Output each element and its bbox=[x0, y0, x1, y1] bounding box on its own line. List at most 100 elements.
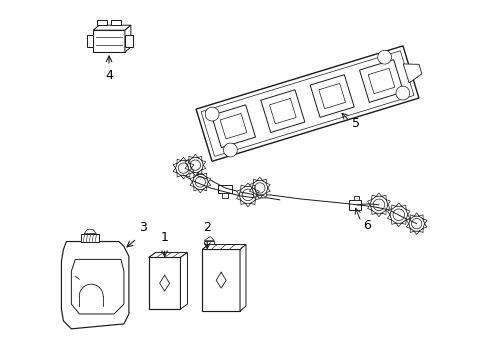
Polygon shape bbox=[194, 186, 198, 191]
Polygon shape bbox=[198, 171, 203, 175]
Polygon shape bbox=[223, 143, 237, 157]
Polygon shape bbox=[189, 177, 194, 182]
Polygon shape bbox=[391, 205, 395, 210]
Polygon shape bbox=[375, 193, 381, 196]
Text: 4: 4 bbox=[105, 69, 113, 82]
Polygon shape bbox=[198, 189, 203, 193]
Polygon shape bbox=[413, 213, 418, 216]
Polygon shape bbox=[240, 200, 244, 204]
Polygon shape bbox=[375, 213, 381, 217]
Polygon shape bbox=[244, 183, 250, 186]
Polygon shape bbox=[367, 199, 371, 205]
Polygon shape bbox=[269, 98, 296, 124]
Polygon shape bbox=[173, 163, 177, 168]
Polygon shape bbox=[403, 64, 421, 83]
Polygon shape bbox=[220, 113, 246, 139]
Polygon shape bbox=[84, 230, 96, 234]
Polygon shape bbox=[189, 163, 193, 168]
Polygon shape bbox=[111, 20, 121, 25]
Polygon shape bbox=[189, 182, 194, 186]
Polygon shape bbox=[409, 215, 413, 219]
Polygon shape bbox=[249, 188, 253, 193]
Polygon shape bbox=[202, 165, 205, 170]
Polygon shape bbox=[250, 200, 255, 204]
Polygon shape bbox=[189, 168, 193, 173]
Polygon shape bbox=[253, 179, 257, 183]
Polygon shape bbox=[409, 228, 413, 233]
Polygon shape bbox=[177, 159, 181, 163]
Text: 3: 3 bbox=[139, 221, 146, 234]
Polygon shape bbox=[422, 219, 426, 224]
Polygon shape bbox=[226, 146, 234, 154]
Polygon shape bbox=[401, 220, 405, 224]
Polygon shape bbox=[193, 173, 198, 176]
Polygon shape bbox=[177, 173, 181, 177]
Text: 5: 5 bbox=[351, 117, 360, 130]
Polygon shape bbox=[381, 195, 386, 199]
Polygon shape bbox=[180, 252, 187, 309]
Polygon shape bbox=[93, 25, 131, 30]
Polygon shape bbox=[422, 224, 426, 228]
Polygon shape bbox=[71, 260, 123, 314]
Polygon shape bbox=[184, 165, 188, 170]
Polygon shape bbox=[193, 154, 198, 158]
Polygon shape bbox=[380, 53, 388, 61]
Text: 1: 1 bbox=[161, 230, 168, 243]
Polygon shape bbox=[405, 210, 409, 215]
Polygon shape bbox=[194, 173, 198, 177]
Polygon shape bbox=[262, 179, 266, 183]
Polygon shape bbox=[395, 203, 401, 206]
Polygon shape bbox=[395, 223, 401, 227]
Polygon shape bbox=[198, 156, 202, 161]
Polygon shape bbox=[318, 84, 345, 109]
Polygon shape bbox=[348, 200, 360, 210]
Polygon shape bbox=[367, 205, 371, 210]
Polygon shape bbox=[257, 195, 262, 199]
Polygon shape bbox=[198, 170, 202, 174]
Polygon shape bbox=[262, 193, 266, 197]
Polygon shape bbox=[204, 237, 214, 240]
Polygon shape bbox=[188, 156, 193, 161]
Polygon shape bbox=[249, 183, 253, 188]
Polygon shape bbox=[418, 228, 422, 233]
Polygon shape bbox=[236, 190, 240, 195]
Polygon shape bbox=[173, 168, 177, 173]
Polygon shape bbox=[203, 186, 206, 191]
Polygon shape bbox=[418, 215, 422, 219]
Polygon shape bbox=[401, 205, 405, 210]
Polygon shape bbox=[181, 176, 185, 179]
Polygon shape bbox=[185, 159, 189, 163]
Polygon shape bbox=[202, 161, 205, 165]
Text: 2: 2 bbox=[203, 221, 211, 234]
Polygon shape bbox=[386, 199, 389, 205]
Polygon shape bbox=[124, 35, 133, 47]
Polygon shape bbox=[244, 203, 250, 207]
Polygon shape bbox=[218, 185, 232, 193]
Polygon shape bbox=[386, 205, 389, 210]
Polygon shape bbox=[260, 90, 304, 132]
Polygon shape bbox=[81, 234, 99, 242]
Polygon shape bbox=[185, 173, 189, 177]
Polygon shape bbox=[201, 51, 413, 156]
Polygon shape bbox=[211, 105, 255, 148]
Polygon shape bbox=[395, 86, 409, 100]
Polygon shape bbox=[205, 107, 219, 121]
Polygon shape bbox=[204, 240, 214, 244]
Polygon shape bbox=[61, 242, 129, 329]
Polygon shape bbox=[255, 190, 259, 195]
Polygon shape bbox=[359, 60, 403, 102]
Polygon shape bbox=[184, 161, 188, 165]
Polygon shape bbox=[405, 215, 409, 220]
Polygon shape bbox=[377, 50, 391, 64]
Polygon shape bbox=[257, 177, 262, 180]
Polygon shape bbox=[253, 193, 257, 197]
Polygon shape bbox=[250, 185, 255, 190]
Polygon shape bbox=[266, 183, 270, 188]
Polygon shape bbox=[148, 252, 187, 257]
Polygon shape bbox=[309, 75, 353, 117]
Text: 6: 6 bbox=[362, 219, 370, 232]
Polygon shape bbox=[203, 173, 206, 177]
Polygon shape bbox=[240, 185, 244, 190]
Polygon shape bbox=[406, 219, 409, 224]
Polygon shape bbox=[413, 231, 418, 235]
